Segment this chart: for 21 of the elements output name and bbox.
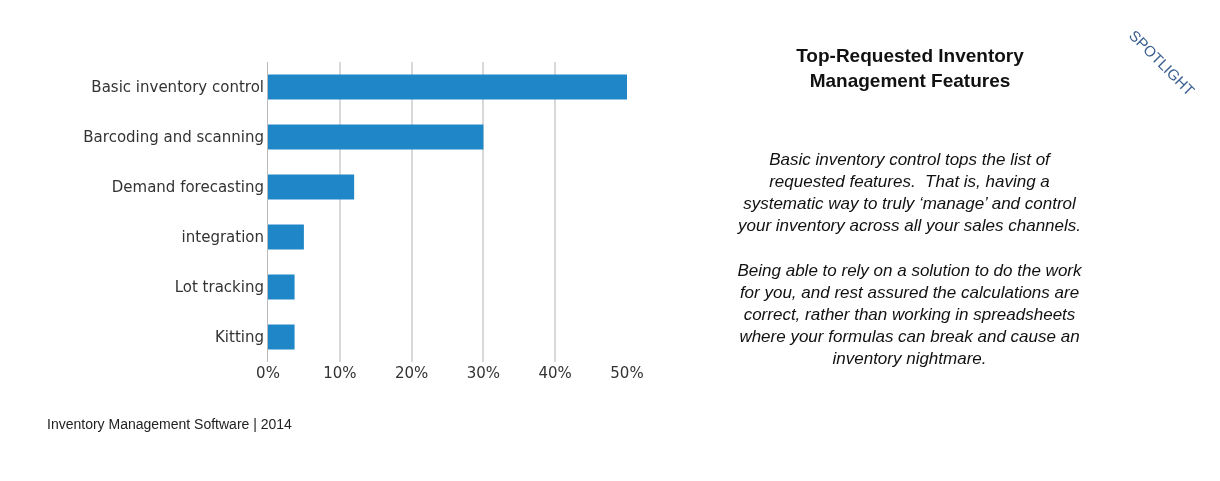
- y-tick-label: Basic inventory control: [91, 78, 264, 97]
- bar: [268, 324, 295, 350]
- bar: [268, 124, 484, 150]
- y-tick-label: Barcoding and scanning: [83, 128, 264, 147]
- bar: [268, 174, 355, 200]
- x-tick-label: 20%: [394, 364, 429, 382]
- x-tick-label: 50%: [610, 364, 644, 382]
- text: Basic inventory control tops the list of requested features. That is, having a systematic way to truly ‘manage’ and control your inventory across all your sales channels. Being able to rely on a solution to do the work for you, and rest assured the calculations are correct, rather than working in spreadsheets where your formulas can break and cause an inventory nightmare.: [737, 150, 1082, 368]
- bar: [268, 74, 627, 100]
- x-tick-label: 10%: [323, 364, 357, 382]
- x-tick-label: 0%: [256, 364, 280, 382]
- bar: [268, 274, 295, 300]
- y-tick-label: integration: [181, 228, 264, 247]
- text: Inventory Management Software | 2014: [47, 416, 293, 432]
- y-tick-label: Kitting: [215, 328, 264, 347]
- x-tick-label: 30%: [466, 364, 501, 382]
- y-tick-label: Demand forecasting: [111, 178, 264, 197]
- bar: [268, 224, 304, 250]
- text: Top-Requested Inventory Management Features: [796, 45, 1025, 91]
- x-tick-label: 40%: [538, 364, 572, 382]
- y-tick-label: Lot tracking: [174, 278, 264, 297]
